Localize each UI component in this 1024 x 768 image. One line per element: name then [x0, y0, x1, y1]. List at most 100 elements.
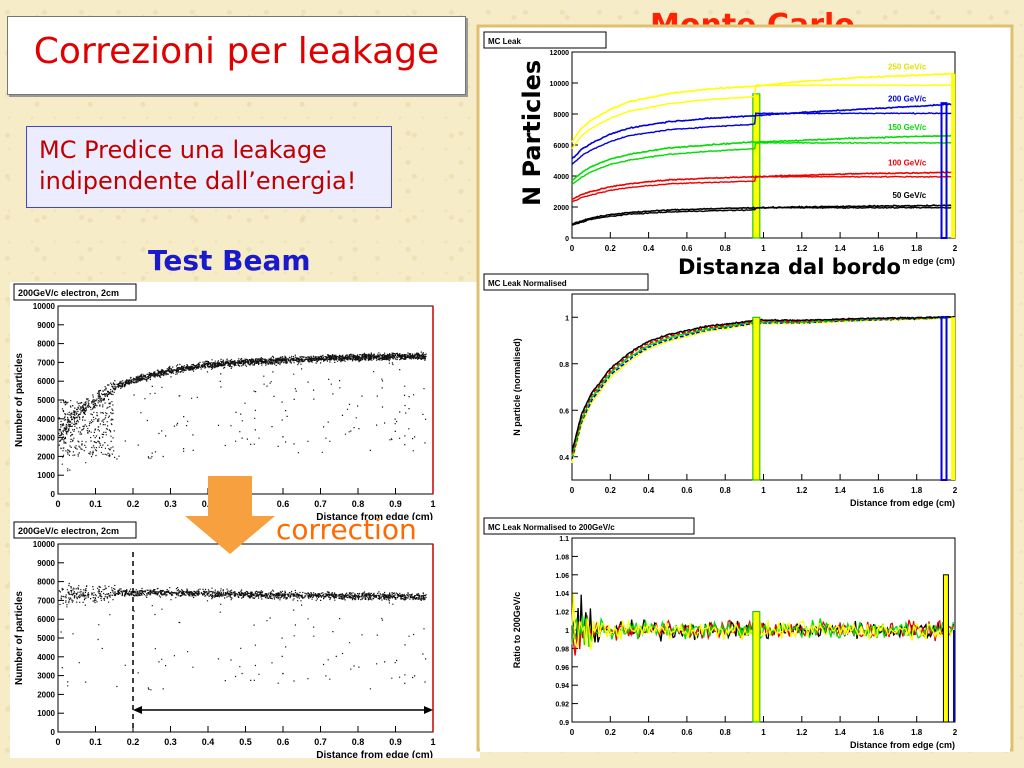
x-tick-label: 0.4: [643, 486, 655, 495]
y-tick-label: 10000: [33, 540, 56, 549]
chart-title: MC Leak: [488, 37, 521, 46]
edge-band: [951, 73, 956, 238]
gap-band-1: [752, 93, 761, 239]
y-tick-label: 1.1: [559, 536, 569, 543]
y-tick-label: 4000: [37, 653, 55, 662]
x-tick-label: 1: [761, 728, 766, 737]
x-tick-label: 0.8: [352, 499, 365, 509]
x-tick-label: 0: [570, 728, 575, 737]
y-tick-label: 4000: [37, 415, 55, 424]
x-tick-label: 0: [570, 244, 575, 253]
gap-band-2: [942, 574, 949, 723]
x-tick-label: 1.4: [835, 244, 847, 253]
y-tick-label: 2000: [37, 452, 55, 461]
x-tick-label: 1: [761, 244, 766, 253]
x-tick-label: 2: [953, 486, 958, 495]
x-tick-label: 0.8: [720, 244, 732, 253]
gap-band-1: [752, 316, 761, 481]
x-tick-label: 1: [430, 737, 435, 747]
x-tick-label: 0.5: [239, 737, 252, 747]
x-tick-label: 0.2: [127, 737, 140, 747]
x-tick-label: 0.7: [314, 499, 327, 509]
y-tick-label: 6000: [37, 377, 55, 386]
x-tick-label: 0.8: [352, 737, 365, 747]
y-tick-label: 2000: [553, 205, 569, 212]
normalised-series: [571, 315, 956, 454]
y-tick-label: 7000: [37, 596, 55, 605]
y-tick-label: 0.6: [559, 408, 569, 415]
x-axis-label: Distance from edge (cm): [316, 512, 433, 520]
scatter-points: [58, 351, 427, 472]
series-line-low: [571, 175, 955, 203]
series-line-150-GeV-c: [571, 134, 955, 182]
chart-title-box: [483, 31, 607, 49]
x-tick-label: 0.6: [681, 244, 693, 253]
y-tick-label: 3000: [37, 672, 55, 681]
correction-label: correction: [276, 513, 417, 546]
series-line-low: [571, 141, 955, 186]
plot-area: [57, 305, 434, 495]
scatter-points: [58, 582, 427, 691]
note-text: MC Predice una leakage indipendente dall…: [39, 135, 356, 197]
y-tick-label: 1: [565, 628, 569, 635]
test-beam-chart-1: 200GeV/c electron, 2cm00.10.20.30.40.50.…: [10, 282, 480, 520]
y-axis-label: Number of particles: [14, 591, 25, 685]
x-tick-label: 0.6: [681, 728, 693, 737]
y-tick-label: 0.96: [555, 665, 569, 672]
x-tick-label: 1.6: [873, 244, 885, 253]
y-tick-label: 10000: [550, 81, 570, 88]
x-tick-label: 0.8: [720, 728, 732, 737]
legend-label: 50 GeV/c: [892, 191, 926, 200]
note-line-2: indipendente dall’energia!: [39, 167, 357, 195]
ratio-series: [571, 593, 955, 650]
x-tick-label: 0.4: [643, 728, 655, 737]
n-particles-label: N Particles: [518, 59, 546, 206]
x-axis-label: Distance from edge (cm): [316, 750, 433, 758]
slide-title: Correzioni per leakage: [33, 31, 440, 72]
legend-label: 200 GeV/c: [888, 94, 927, 103]
y-tick-label: 10000: [33, 302, 56, 311]
y-tick-label: 1.06: [555, 573, 569, 580]
y-tick-label: 1000: [37, 709, 55, 718]
x-tick-label: 0.3: [164, 499, 177, 509]
x-tick-label: 0.6: [277, 499, 290, 509]
series-line-200-GeV-c: [571, 102, 955, 160]
x-tick-label: 0.4: [202, 737, 215, 747]
x-tick-label: 2: [953, 244, 958, 253]
plot-area: [571, 51, 956, 239]
note-box: MC Predice una leakage indipendente dall…: [26, 126, 392, 208]
x-tick-label: 0.2: [127, 499, 140, 509]
x-axis-label: Distance from edge (cm): [850, 498, 955, 508]
x-tick-label: 0.9: [389, 499, 402, 509]
x-tick-label: 1: [761, 486, 766, 495]
x-axis-label: Distance from edge (cm): [850, 740, 955, 750]
chart-title: 200GeV/c electron, 2cm: [18, 288, 119, 298]
normalised-series: [571, 315, 956, 457]
y-tick-label: 0.98: [555, 646, 569, 653]
series-line-low: [571, 111, 955, 166]
note-line-1: MC Predice una leakage: [39, 136, 327, 164]
plot-area: [57, 543, 434, 733]
y-tick-label: 2000: [37, 690, 55, 699]
x-tick-label: 0.8: [720, 486, 732, 495]
x-tick-label: 1.2: [796, 244, 808, 253]
gap-band-1: [752, 611, 761, 723]
y-tick-label: 5000: [37, 634, 55, 643]
y-tick-label: 9000: [37, 321, 55, 330]
y-tick-label: 0.8: [559, 362, 569, 369]
y-tick-label: 4000: [553, 174, 569, 181]
gap-band-2: [940, 102, 948, 240]
chart-title: 200GeV/c electron, 2cm: [18, 526, 119, 536]
x-tick-label: 0.7: [314, 737, 327, 747]
y-tick-label: 0.9: [559, 720, 569, 727]
y-tick-label: 12000: [550, 50, 570, 57]
chart-title-box: [13, 521, 137, 539]
plot-area: [571, 293, 956, 481]
x-tick-label: 0.6: [277, 737, 290, 747]
y-tick-label: 8000: [37, 340, 55, 349]
title-box: Correzioni per leakage: [7, 16, 466, 95]
gap-band-2: [940, 316, 948, 481]
range-arrow-left-head: [133, 706, 142, 714]
edge-band: [951, 317, 956, 480]
legend-label: 150 GeV/c: [888, 123, 927, 132]
